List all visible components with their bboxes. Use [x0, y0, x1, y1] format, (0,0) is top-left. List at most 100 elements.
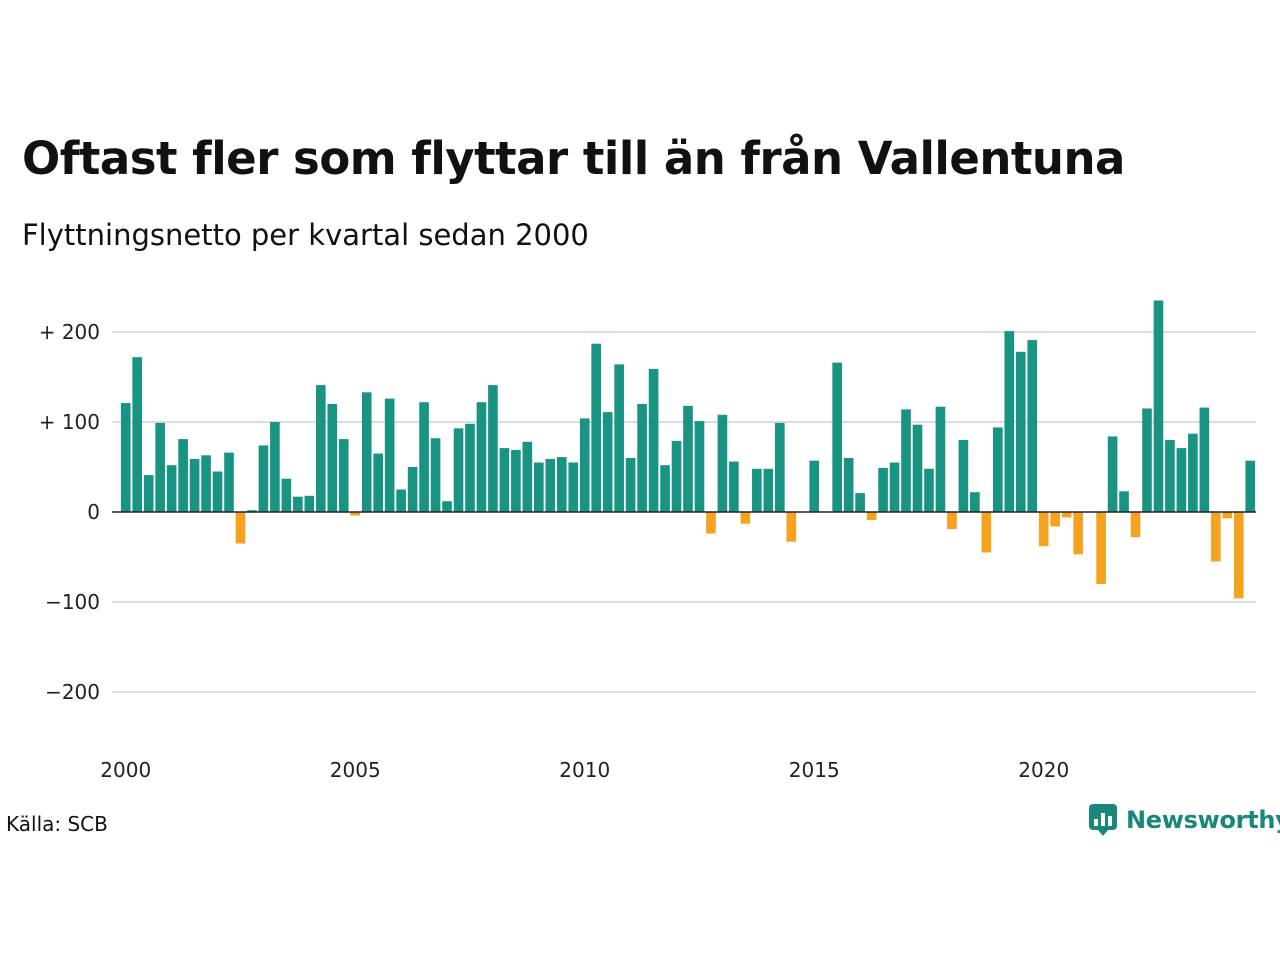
- bar-2010-k3: [602, 412, 613, 512]
- bar-2006-k4: [430, 438, 441, 512]
- bar-2006-k2: [407, 467, 418, 512]
- bar-2021-k3: [1107, 436, 1118, 512]
- bar-2017-k1: [901, 409, 911, 512]
- bar-2019-k3: [1015, 351, 1026, 512]
- bar-2021-k4: [1119, 491, 1129, 512]
- bar-2011-k3: [648, 368, 659, 512]
- bar-2006-k3: [419, 402, 429, 512]
- bar-2003-k1: [258, 445, 269, 512]
- bar-2024-k1: [1222, 512, 1233, 519]
- bar-2018-k1: [947, 512, 957, 530]
- gridlines: [112, 331, 1256, 693]
- bar-2002-k1: [212, 471, 223, 512]
- bar-2016-k4: [889, 462, 900, 512]
- brand-logo: Newsworthy: [1088, 803, 1280, 837]
- bar-2011-k4: [660, 465, 670, 512]
- x-tick-label: 2000: [100, 758, 151, 782]
- bar-2015-k3: [832, 362, 842, 512]
- bar-2007-k2: [453, 428, 464, 512]
- bar-2000-k2: [132, 357, 143, 512]
- bar-2012-k2: [683, 405, 693, 512]
- brand-name: Newsworthy: [1126, 806, 1280, 834]
- bar-2005-k2: [361, 392, 372, 512]
- bar-2014-k2: [774, 422, 785, 512]
- bar-2022-k2: [1142, 408, 1152, 512]
- chart-subtitle: Flyttningsnetto per kvartal sedan 2000: [22, 218, 589, 252]
- bar-2013-k1: [717, 414, 728, 512]
- chart-title: Oftast fler som flyttar till än från Val…: [22, 132, 1125, 185]
- bar-2022-k4: [1165, 440, 1175, 512]
- y-tick-label: −100: [45, 590, 100, 614]
- bar-2002-k3: [235, 512, 246, 544]
- bar-2010-k1: [579, 418, 590, 512]
- bar-2019-k1: [993, 427, 1003, 512]
- y-axis-labels: + 200 + 100 0 −100 −200: [39, 320, 100, 704]
- bar-2008-k4: [522, 441, 533, 512]
- x-tick-label: 2015: [789, 758, 840, 782]
- bar-2003-k3: [281, 478, 292, 512]
- x-tick-label: 2005: [330, 758, 381, 782]
- y-tick-label: 0: [87, 500, 100, 524]
- bar-2014-k3: [786, 512, 797, 542]
- x-tick-label: 2010: [559, 758, 610, 782]
- bar-2017-k4: [935, 406, 946, 512]
- bar-2018-k2: [958, 440, 969, 512]
- bar-2023-k4: [1211, 512, 1221, 562]
- bar-2004-k1: [304, 495, 315, 512]
- bar-2023-k1: [1176, 448, 1187, 512]
- bar-2011-k1: [625, 458, 636, 512]
- bar-2023-k2: [1188, 433, 1198, 512]
- bar-2004-k2: [315, 385, 326, 512]
- bar-2005-k4: [384, 398, 395, 512]
- bar-2023-k3: [1199, 407, 1210, 512]
- bars: [120, 300, 1256, 599]
- bar-2001-k1: [166, 465, 177, 512]
- bar-2020-k3: [1061, 512, 1072, 518]
- bar-2001-k3: [189, 458, 200, 512]
- bar-2018-k3: [970, 492, 980, 512]
- bar-2009-k2: [545, 458, 556, 512]
- bar-2007-k3: [465, 423, 475, 512]
- bar-2009-k4: [568, 462, 579, 512]
- x-tick-label: 2020: [1018, 758, 1069, 782]
- bar-2008-k2: [499, 448, 510, 512]
- bar-2017-k3: [924, 468, 934, 512]
- bar-2020-k4: [1073, 512, 1083, 555]
- bar-2004-k3: [327, 404, 338, 512]
- bar-chart-icon: [1089, 804, 1117, 836]
- bar-2006-k1: [396, 489, 406, 512]
- bar-2016-k2: [866, 512, 877, 521]
- bar-2024-k3: [1245, 460, 1256, 512]
- bar-2021-k2: [1096, 512, 1106, 584]
- y-tick-label: + 100: [39, 410, 100, 434]
- bar-2005-k1: [350, 512, 361, 516]
- bar-2005-k3: [373, 453, 383, 512]
- bar-2013-k4: [752, 468, 762, 512]
- bar-2019-k4: [1027, 340, 1038, 512]
- bar-2020-k1: [1038, 512, 1049, 547]
- bar-2000-k3: [143, 475, 154, 512]
- bar-2001-k4: [201, 455, 211, 512]
- bar-2003-k2: [270, 422, 280, 512]
- x-axis-labels: 2000 2005 2010 2015 2020: [100, 758, 1069, 782]
- bar-2002-k2: [224, 452, 234, 512]
- bar-2015-k1: [809, 460, 820, 512]
- y-tick-label: + 200: [39, 320, 100, 344]
- bar-2007-k4: [476, 402, 487, 512]
- bar-2019-k2: [1004, 331, 1015, 512]
- bar-2009-k3: [556, 457, 567, 512]
- bar-2018-k4: [981, 512, 992, 553]
- bar-2012-k1: [671, 440, 682, 512]
- bar-2001-k2: [178, 439, 188, 512]
- bar-2008-k3: [511, 449, 521, 512]
- bar-2014-k1: [763, 468, 774, 512]
- bar-2010-k4: [614, 364, 624, 512]
- bar-2020-k2: [1050, 512, 1061, 527]
- y-tick-label: −200: [45, 680, 100, 704]
- bar-2022-k3: [1153, 300, 1164, 512]
- bar-chart: + 200 + 100 0 −100 −200 2000 2005 2010 2015 2020: [39, 300, 1256, 782]
- bar-2012-k4: [706, 512, 716, 534]
- bar-2016-k1: [855, 493, 865, 512]
- bar-2000-k1: [120, 403, 131, 512]
- bar-2009-k1: [534, 462, 544, 512]
